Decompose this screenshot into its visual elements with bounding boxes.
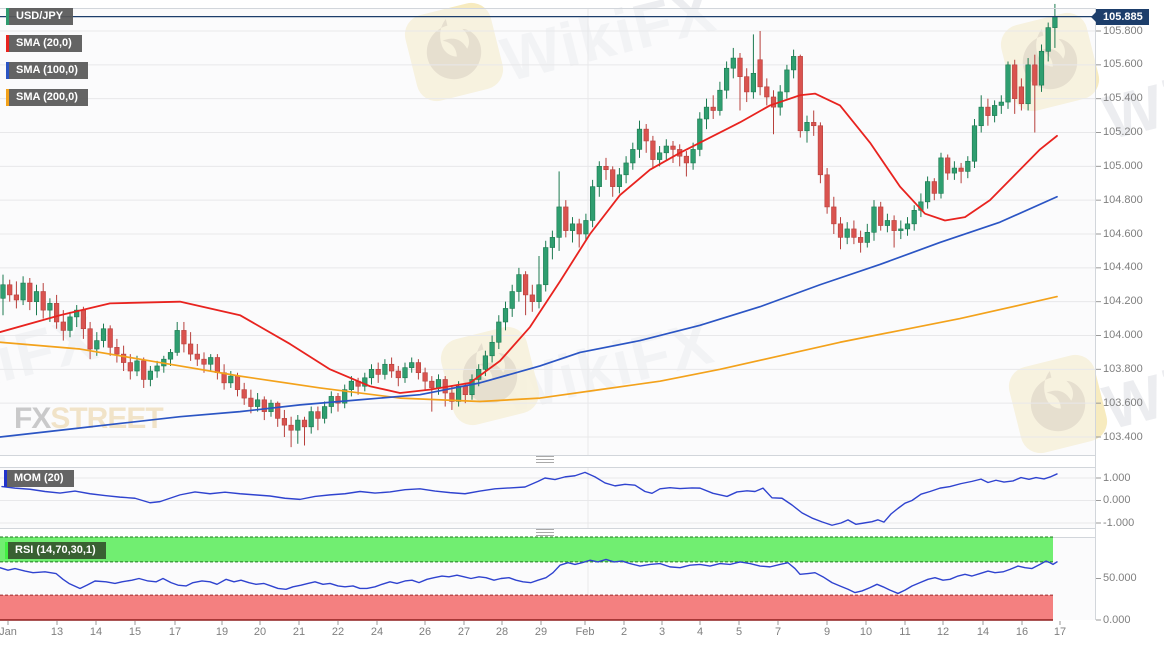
price-tick-label: 105.400 xyxy=(1103,92,1143,105)
price-tick-label: 105.600 xyxy=(1103,58,1143,71)
panel-resize-grip[interactable] xyxy=(536,529,554,536)
price-tick-label: 103.400 xyxy=(1103,430,1143,443)
date-tick-label: 2 xyxy=(620,626,628,638)
price-tick-label: 105.200 xyxy=(1103,126,1143,138)
rsi-tick-label: 0.000 xyxy=(1103,613,1131,626)
date-tick-label: 26 xyxy=(418,626,432,638)
mom-tick-label: -1.000 xyxy=(1103,516,1135,529)
date-tick-label: 4 xyxy=(696,626,704,638)
pair-badge[interactable]: USD/JPY xyxy=(6,8,74,25)
price-tick-label: 104.800 xyxy=(1103,193,1143,206)
price-tick-label: 103.600 xyxy=(1103,396,1143,409)
date-tick-label: 16 xyxy=(1015,626,1029,638)
date-tick-label: 21 xyxy=(292,626,306,638)
sma100-legend-badge[interactable]: SMA (100,0) xyxy=(6,62,88,79)
date-tick-label: 20 xyxy=(253,626,267,638)
price-tick-label: 104.400 xyxy=(1103,261,1143,274)
date-tick-label: 27 xyxy=(457,626,471,638)
date-tick-label: 14 xyxy=(89,626,103,638)
date-tick-label: 7 xyxy=(774,626,782,638)
mom-tick-label: 0.000 xyxy=(1103,494,1131,506)
price-tick-label: 104.200 xyxy=(1103,295,1143,308)
date-tick-label: 12 xyxy=(936,626,950,638)
mom-tick-label: 1.000 xyxy=(1103,471,1131,484)
price-tick-label: 105.000 xyxy=(1103,159,1143,172)
candles xyxy=(0,3,1058,448)
date-tick-label: 22 xyxy=(331,626,345,638)
date-tick-label: 15 xyxy=(128,626,142,638)
date-tick-label: 5 xyxy=(735,626,743,638)
current-price-badge: 105.885 xyxy=(1091,9,1149,25)
price-tick-label: 105.800 xyxy=(1103,24,1143,37)
date-tick-label: 14 xyxy=(976,626,990,638)
rsi-indicator-badge[interactable]: RSI (14,70,30,1) xyxy=(5,542,106,559)
date-tick-label: 19 xyxy=(215,626,229,638)
date-tick-label: 13 xyxy=(50,626,64,638)
date-tick-label: 28 xyxy=(495,626,509,638)
date-tick-label: 17 xyxy=(168,626,182,638)
date-tick-label: 24 xyxy=(370,626,384,638)
sma20-legend-badge[interactable]: SMA (20,0) xyxy=(6,35,82,52)
rsi-tick-label: 50.000 xyxy=(1103,572,1137,584)
date-tick-label: 3 xyxy=(658,626,666,638)
date-tick-label: 9 xyxy=(823,626,831,638)
mom-indicator-badge[interactable]: MOM (20) xyxy=(4,470,74,487)
sma200-legend-badge[interactable]: SMA (200,0) xyxy=(6,89,88,106)
price-tick-label: 104.000 xyxy=(1103,329,1143,341)
date-tick-label: 10 xyxy=(859,626,873,638)
date-tick-label: 17 xyxy=(1053,626,1067,638)
date-tick-label: Jan xyxy=(0,626,17,638)
date-tick-label: 11 xyxy=(899,626,911,638)
price-tick-label: 104.600 xyxy=(1103,227,1143,240)
date-tick-label: 29 xyxy=(534,626,548,638)
price-tick-label: 103.800 xyxy=(1103,362,1143,375)
panel-resize-grip[interactable] xyxy=(536,456,554,463)
date-tick-label: Feb xyxy=(575,626,595,638)
